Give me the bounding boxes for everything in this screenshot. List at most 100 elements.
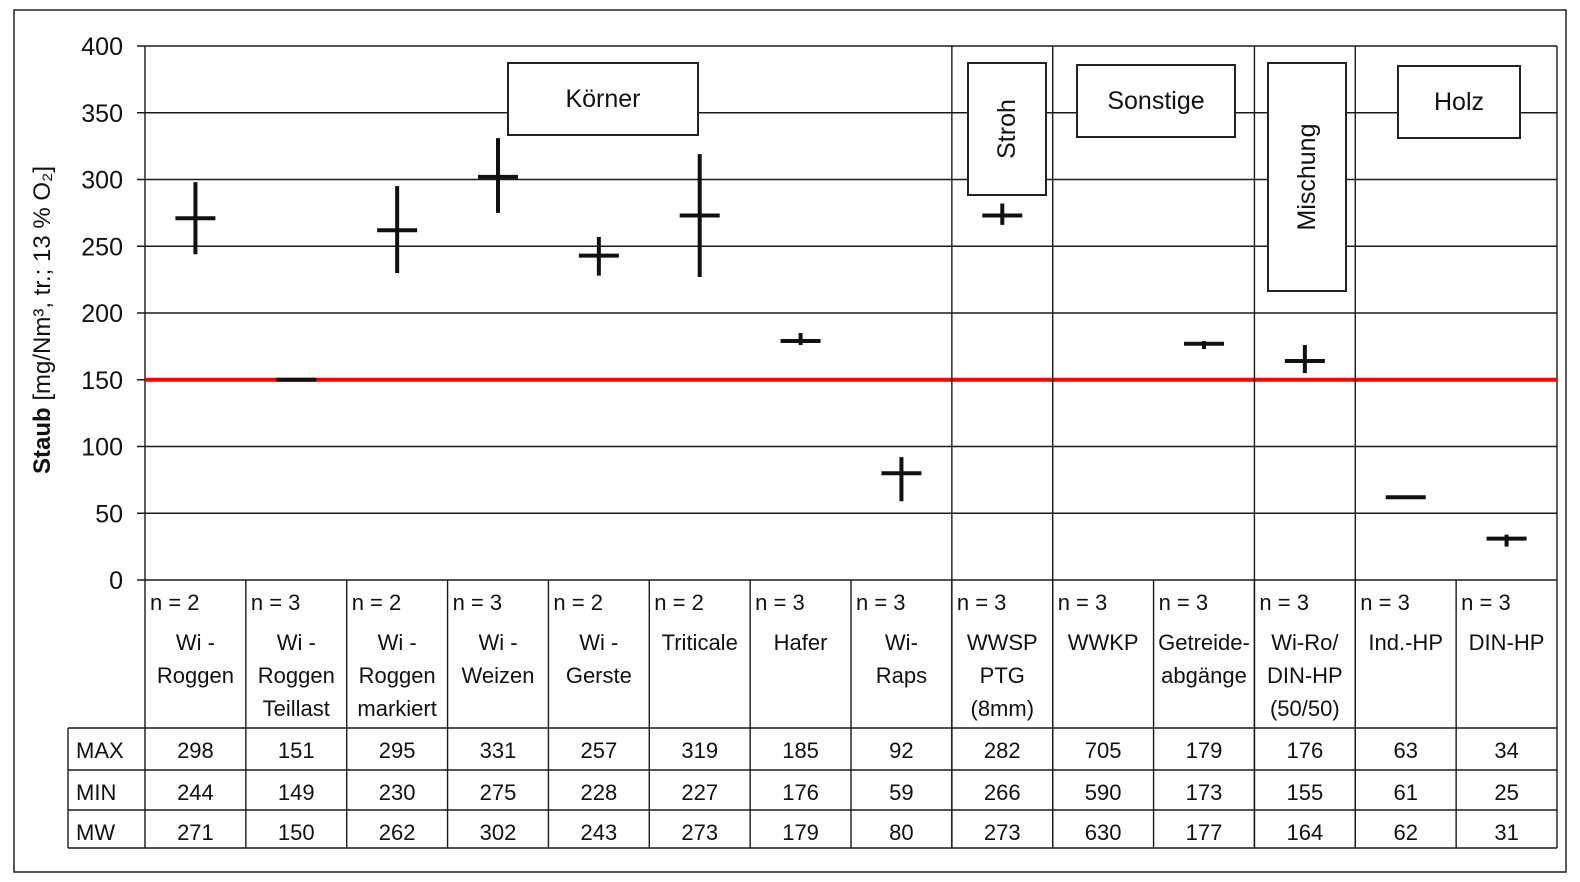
- sample-count: n = 3: [1058, 590, 1108, 615]
- y-tick-label: 400: [81, 33, 123, 61]
- sample-count: n = 3: [1259, 590, 1309, 615]
- y-tick-label: 150: [81, 367, 123, 395]
- category-label: Wi-: [885, 630, 918, 655]
- category-label: PTG: [980, 663, 1025, 688]
- data-label: 164: [1286, 820, 1323, 845]
- category-label: (8mm): [971, 696, 1035, 721]
- y-tick-label: 350: [81, 100, 123, 128]
- range-marks: [175, 138, 1527, 547]
- category-label: Weizen: [462, 663, 535, 688]
- category-label: WWKP: [1068, 630, 1139, 655]
- row-label: MW: [76, 820, 115, 845]
- category-label: WWSP: [967, 630, 1038, 655]
- data-label: 179: [782, 820, 819, 845]
- y-tick-label: 100: [81, 434, 123, 462]
- data-label: 282: [984, 738, 1021, 763]
- y-tick-label: 200: [81, 300, 123, 328]
- data-label: 590: [1085, 780, 1122, 805]
- data-label: 271: [177, 820, 214, 845]
- data-label: 151: [278, 738, 315, 763]
- data-label: 266: [984, 780, 1021, 805]
- sample-count: n = 2: [654, 590, 704, 615]
- category-label: Raps: [876, 663, 927, 688]
- category-label: Roggen: [359, 663, 436, 688]
- category-label: abgänge: [1161, 663, 1247, 688]
- data-label: 61: [1393, 780, 1417, 805]
- sample-count: n = 3: [251, 590, 301, 615]
- data-label: 302: [480, 820, 517, 845]
- sample-count: n = 2: [352, 590, 402, 615]
- data-label: 331: [480, 738, 517, 763]
- data-label: 92: [889, 738, 913, 763]
- category-label: Wi -: [579, 630, 618, 655]
- category-label: Hafer: [774, 630, 828, 655]
- data-label: 705: [1085, 738, 1122, 763]
- data-label: 295: [379, 738, 416, 763]
- group-box: [507, 62, 699, 136]
- group-box: [1267, 62, 1347, 292]
- data-label: 262: [379, 820, 416, 845]
- y-tick-label: 250: [81, 233, 123, 261]
- data-label: 244: [177, 780, 214, 805]
- data-label: 34: [1494, 738, 1518, 763]
- category-label: Wi -: [378, 630, 417, 655]
- sample-count: n = 3: [957, 590, 1007, 615]
- group-label: Holz: [1434, 88, 1484, 116]
- category-label: DIN-HP: [1267, 663, 1343, 688]
- group-label: Körner: [565, 85, 640, 113]
- sample-count: n = 3: [1159, 590, 1209, 615]
- category-label: Wi -: [478, 630, 517, 655]
- category-label: (50/50): [1270, 696, 1340, 721]
- data-label: 59: [889, 780, 913, 805]
- sample-count: n = 3: [755, 590, 805, 615]
- data-label: 319: [681, 738, 718, 763]
- sample-count: n = 3: [856, 590, 906, 615]
- category-label: DIN-HP: [1469, 630, 1545, 655]
- data-label: 149: [278, 780, 315, 805]
- category-label: Teillast: [263, 696, 330, 721]
- group-box: [1397, 65, 1521, 139]
- category-label: Triticale: [662, 630, 738, 655]
- data-label: 176: [782, 780, 819, 805]
- category-label: Ind.-HP: [1368, 630, 1443, 655]
- category-label: Gerste: [566, 663, 632, 688]
- data-label: 257: [580, 738, 617, 763]
- y-axis-ticks: 0 50 100 150 200 250 300 350 400: [81, 33, 123, 595]
- data-label: 230: [379, 780, 416, 805]
- category-label: Getreide-: [1158, 630, 1250, 655]
- category-label: Roggen: [157, 663, 234, 688]
- data-label: 179: [1186, 738, 1223, 763]
- group-label: Stroh: [993, 99, 1021, 159]
- sample-count: n = 2: [150, 590, 200, 615]
- y-axis-label-main: Staub: [29, 407, 56, 474]
- y-tick-label: 0: [109, 567, 123, 595]
- data-label: 273: [984, 820, 1021, 845]
- data-label: 25: [1494, 780, 1518, 805]
- data-label: 155: [1286, 780, 1323, 805]
- category-label: markiert: [357, 696, 436, 721]
- group-box: [967, 62, 1047, 196]
- data-label: 31: [1494, 820, 1518, 845]
- sample-count: n = 3: [1360, 590, 1410, 615]
- data-label: 62: [1393, 820, 1417, 845]
- sample-count: n = 2: [553, 590, 603, 615]
- data-label: 185: [782, 738, 819, 763]
- category-label: Wi -: [176, 630, 215, 655]
- y-tick-label: 300: [81, 167, 123, 195]
- data-table: n = 2 Wi - Roggen n = 3 Wi - Roggen Teillast n …: [67, 580, 1557, 849]
- data-label: 227: [681, 780, 718, 805]
- data-label: 243: [580, 820, 617, 845]
- data-label: 630: [1085, 820, 1122, 845]
- sample-count: n = 3: [1461, 590, 1511, 615]
- data-label: 80: [889, 820, 913, 845]
- category-label: Roggen: [258, 663, 335, 688]
- data-label: 275: [480, 780, 517, 805]
- row-label: MIN: [76, 780, 116, 805]
- data-label: 298: [177, 738, 214, 763]
- y-tick-label: 50: [95, 500, 123, 528]
- data-label: 228: [580, 780, 617, 805]
- data-label: 173: [1186, 780, 1223, 805]
- sample-count: n = 3: [453, 590, 503, 615]
- data-label: 273: [681, 820, 718, 845]
